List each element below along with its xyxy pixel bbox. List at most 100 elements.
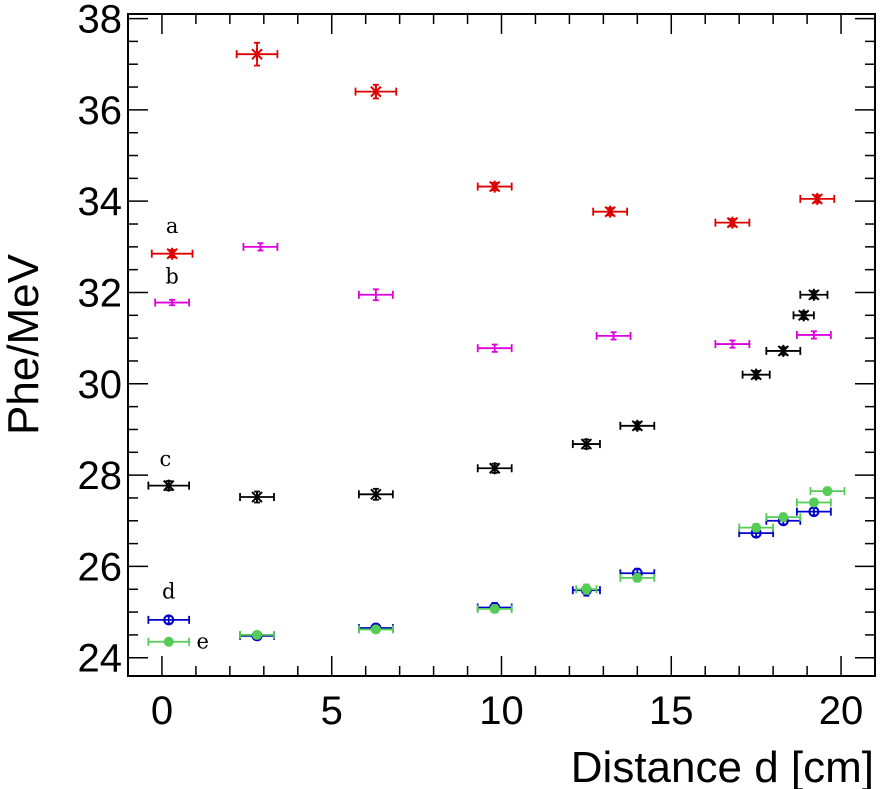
star-marker xyxy=(370,488,382,501)
y-tick-label: 38 xyxy=(78,0,123,42)
data-point xyxy=(799,288,829,301)
star-marker xyxy=(777,344,790,357)
data-point xyxy=(792,309,815,322)
filled-circle-marker xyxy=(163,636,174,647)
data-point xyxy=(595,331,632,341)
data-point xyxy=(147,479,191,492)
data-point xyxy=(357,288,394,302)
y-axis-title: Phe/MeV xyxy=(0,253,48,435)
plus-marker xyxy=(169,299,176,306)
star-marker xyxy=(489,462,501,475)
data-point xyxy=(476,343,513,353)
star-marker xyxy=(251,491,263,504)
data-point xyxy=(796,497,832,508)
series-e: e xyxy=(147,486,846,654)
data-point xyxy=(765,344,802,357)
filled-circle-marker xyxy=(808,497,819,508)
axis-ticks xyxy=(127,14,876,676)
filled-circle-marker xyxy=(370,624,381,635)
star-marker xyxy=(370,85,382,98)
data-point xyxy=(354,83,398,100)
data-point xyxy=(796,506,832,518)
data-point xyxy=(150,247,194,260)
x-tick-label: 10 xyxy=(479,689,524,733)
star-marker xyxy=(808,288,820,301)
series-d: d xyxy=(147,506,832,642)
x-axis-title: Distance d [cm] xyxy=(571,743,874,789)
y-tick-label: 30 xyxy=(78,363,123,407)
filled-circle-marker xyxy=(778,512,789,523)
data-point xyxy=(239,490,275,504)
star-marker xyxy=(811,192,823,205)
data-point xyxy=(476,180,513,193)
data-point xyxy=(235,41,279,67)
data-point xyxy=(242,242,279,252)
star-marker xyxy=(163,479,175,492)
data-point xyxy=(357,487,394,501)
y-tick-label: 34 xyxy=(78,180,123,224)
x-tick-label: 0 xyxy=(151,689,173,733)
data-point xyxy=(809,486,846,497)
data-point xyxy=(738,522,775,533)
data-point xyxy=(765,512,802,523)
star-marker xyxy=(631,419,644,432)
data-point xyxy=(239,629,275,640)
filled-circle-marker xyxy=(822,486,833,497)
filled-circle-marker xyxy=(252,629,263,640)
plus-marker xyxy=(372,291,379,298)
series-c: c xyxy=(147,288,829,504)
filled-circle-marker xyxy=(489,603,500,614)
star-marker xyxy=(580,438,593,451)
star-marker xyxy=(251,48,263,61)
plot-frame xyxy=(127,13,876,677)
plus-marker xyxy=(257,243,264,250)
star-marker xyxy=(489,180,501,193)
data-point xyxy=(741,368,771,381)
plus-marker xyxy=(491,345,498,352)
data-point xyxy=(619,419,656,432)
series-label: d xyxy=(162,579,175,603)
series-label: a xyxy=(166,214,179,238)
data-point xyxy=(575,583,598,595)
x-tick-label: 5 xyxy=(321,689,343,733)
series-b: b xyxy=(154,242,832,353)
plus-marker xyxy=(729,341,736,348)
y-tick-label: 36 xyxy=(78,89,123,133)
star-marker xyxy=(604,205,616,218)
data-point xyxy=(147,614,191,626)
data-point xyxy=(714,216,751,229)
data-point xyxy=(592,205,629,218)
y-tick-label: 28 xyxy=(78,454,123,498)
y-tick-label: 32 xyxy=(78,271,123,315)
data-point xyxy=(571,438,601,451)
star-marker xyxy=(726,216,739,229)
data-point xyxy=(799,192,836,205)
series-layer: a b c d e xyxy=(147,41,846,654)
open-circle-marker xyxy=(163,614,175,626)
plus-marker xyxy=(610,332,617,339)
y-tick-label: 26 xyxy=(78,545,123,589)
axis-tick-labels: 0 5 10 15 20 24 26 28 30 32 34 36 38 xyxy=(78,0,864,733)
data-point xyxy=(796,330,832,340)
data-point xyxy=(476,462,513,475)
star-marker xyxy=(750,368,762,381)
series-label: b xyxy=(165,264,178,288)
x-tick-label: 20 xyxy=(819,689,864,733)
y-tick-label: 24 xyxy=(78,637,123,681)
data-point xyxy=(476,603,513,614)
filled-circle-marker xyxy=(581,584,592,595)
series-label: e xyxy=(196,630,208,654)
plus-marker xyxy=(810,331,817,338)
x-tick-label: 15 xyxy=(649,689,694,733)
data-point xyxy=(714,339,751,349)
data-point xyxy=(619,572,656,583)
filled-circle-marker xyxy=(751,522,762,533)
star-marker xyxy=(797,309,810,322)
data-point xyxy=(147,636,191,647)
data-point xyxy=(357,624,394,635)
star-marker xyxy=(166,247,178,260)
filled-circle-marker xyxy=(632,572,643,583)
series-label: c xyxy=(159,447,171,471)
data-point xyxy=(154,298,191,307)
